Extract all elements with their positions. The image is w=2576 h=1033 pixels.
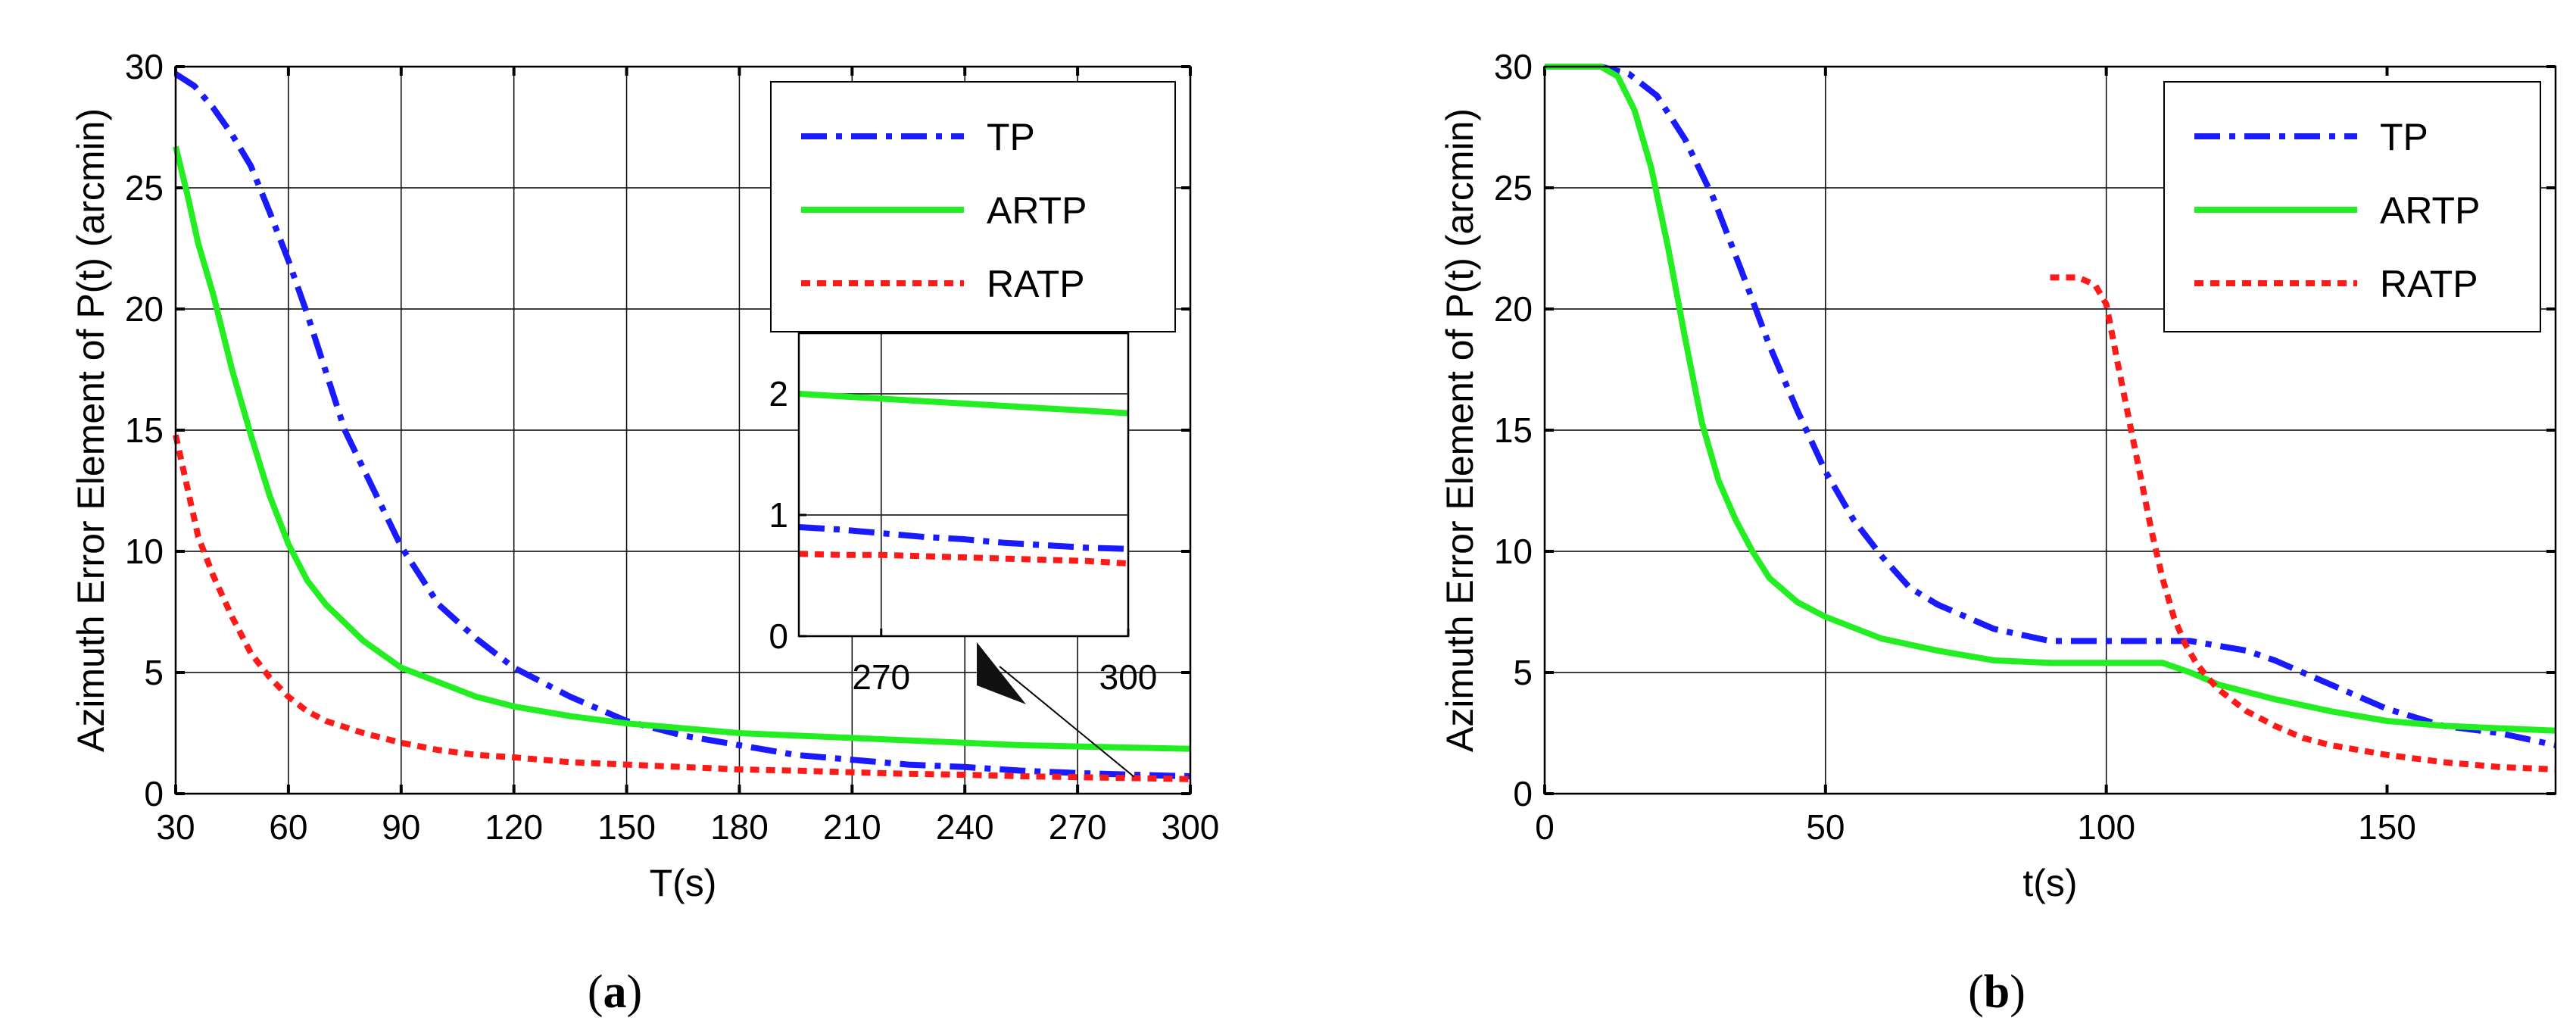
inset-plot-area [799, 333, 1128, 636]
series-line-tp [173, 71, 1191, 779]
series-line-ratp [173, 434, 1191, 782]
caption-letter: a [603, 966, 627, 1018]
x-tick-label: 60 [269, 807, 307, 847]
legend-label-ratp: RATP [2380, 263, 2478, 305]
caption-letter: b [1984, 966, 2010, 1018]
chart-panel-a: 30 60 90 120 150 180 210 240 270 300051015202530T… [70, 47, 1219, 1018]
x-tick-label: 30 [156, 807, 195, 847]
panel-caption: (b) [1968, 966, 2026, 1018]
y-tick-label: 10 [1494, 532, 1533, 571]
legend-label-tp: TP [2380, 116, 2428, 158]
y-tick-label: 30 [125, 47, 164, 86]
panel-caption: (a) [588, 966, 642, 1018]
x-tick-label: 0 [1535, 807, 1555, 847]
series-line-tp [1545, 64, 2556, 748]
x-tick-label: 180 [710, 807, 769, 847]
inset-series-line-ratp [798, 551, 1129, 566]
chart-panel-b: 0 50 100 150 0 5 10 15 20 25 30 TP ARTP RATP t(s) Azimu… [1439, 47, 2557, 1018]
inset-series-line-artp [798, 391, 1129, 417]
inset-frame [797, 332, 1130, 638]
x-tick-label: 240 [936, 807, 994, 847]
legend-label-ratp: RATP [987, 263, 1085, 305]
inset-x-tick-label: 300 [1099, 657, 1158, 697]
zoom-pointer-line [999, 666, 1135, 778]
series-line-artp [173, 145, 1191, 752]
caption-close: ) [627, 966, 643, 1018]
x-tick-label: 90 [382, 807, 420, 847]
inset-series-line-tp [798, 524, 1129, 552]
x-tick-label: 120 [485, 807, 543, 847]
y-tick-label: 30 [1494, 47, 1533, 86]
x-tick-label: 210 [823, 807, 881, 847]
y-tick-label: 0 [1513, 774, 1533, 813]
x-tick-label: 100 [2077, 807, 2135, 847]
y-axis-label: Azimuth Error Element of P(t) (arcmin) [1439, 108, 1481, 752]
caption-close: ) [2010, 966, 2026, 1018]
y-tick-label: 20 [1494, 289, 1533, 329]
y-tick-label: 25 [1494, 168, 1533, 208]
x-tick-label: 50 [1806, 807, 1845, 847]
y-tick-label: 25 [125, 168, 164, 208]
zoom-arrow-head [977, 642, 1026, 704]
x-tick-label: 150 [2358, 807, 2416, 847]
legend-label-artp: ARTP [2380, 189, 2480, 232]
legend-label-artp: ARTP [987, 189, 1087, 232]
inset-y-tick-label: 2 [769, 374, 788, 414]
y-tick-label: 10 [125, 532, 164, 571]
legend-label-tp: TP [987, 116, 1035, 158]
y-tick-label: 15 [125, 410, 164, 450]
x-axis-label: t(s) [2022, 862, 2077, 904]
inset-x-tick-label: 270 [852, 657, 910, 697]
y-tick-label: 0 [144, 774, 164, 813]
plot-frame [174, 65, 1192, 795]
series-line-ratp [2050, 274, 2556, 772]
x-tick-label: 300 [1162, 807, 1220, 847]
caption-open: ( [1968, 966, 1984, 1018]
series-line-artp [1545, 64, 2556, 734]
caption-open: ( [588, 966, 603, 1018]
x-axis-label: T(s) [650, 862, 717, 904]
y-tick-label: 15 [1494, 410, 1533, 450]
plot-frame [1543, 65, 2557, 795]
x-tick-label: 150 [597, 807, 656, 847]
y-axis-label: Azimuth Error Element of P(t) (arcmin) [70, 108, 112, 752]
inset-y-tick-label: 0 [769, 616, 788, 656]
y-tick-label: 5 [144, 653, 164, 692]
x-tick-label: 270 [1049, 807, 1107, 847]
y-tick-label: 20 [125, 289, 164, 329]
y-tick-label: 5 [1513, 653, 1533, 692]
inset-y-tick-label: 1 [769, 495, 788, 535]
